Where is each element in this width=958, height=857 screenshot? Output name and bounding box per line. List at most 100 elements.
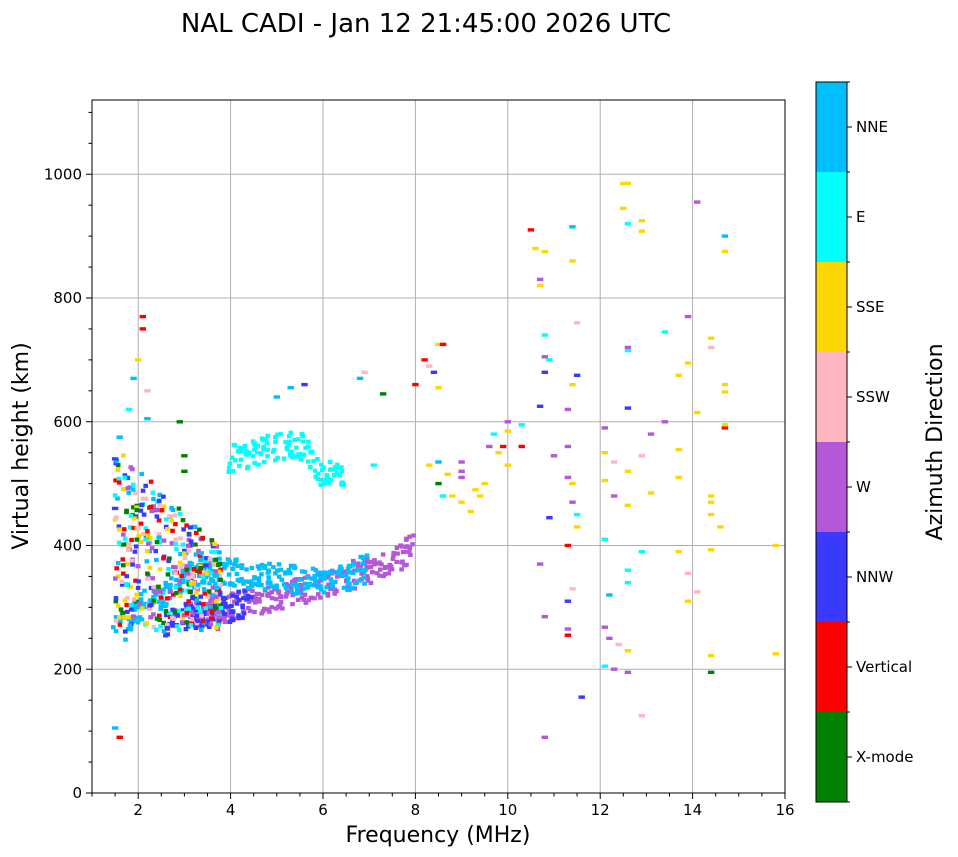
echo-point (721, 249, 729, 254)
echo-mixed (212, 541, 217, 547)
echo-w (388, 564, 394, 569)
echo-point (255, 451, 262, 455)
echo-nne (163, 580, 168, 585)
echo-w (189, 612, 195, 617)
echo-mixed (213, 562, 218, 568)
echo-mixed (134, 537, 140, 542)
echo-mixed (124, 595, 130, 600)
colorbar-segment-vertical (816, 622, 847, 712)
echo-mixed (173, 542, 179, 547)
echo-mixed (194, 585, 199, 590)
echo-nne (234, 571, 240, 577)
echo-mixed (176, 506, 182, 511)
echo-point (638, 550, 645, 554)
echo-e (318, 477, 323, 482)
x-axis-label: Frequency (MHz) (346, 823, 531, 848)
echo-point (486, 444, 493, 449)
echo-mixed (177, 512, 183, 517)
echo-e (226, 466, 232, 471)
echo-point (569, 587, 576, 591)
echo-point (721, 426, 729, 430)
echo-mixed (165, 527, 170, 532)
echo-nne (206, 570, 212, 575)
echo-point (111, 726, 119, 730)
echo-mixed (199, 627, 204, 632)
echo-mixed (143, 496, 148, 501)
echo-point (532, 246, 539, 251)
echo-e (290, 452, 295, 458)
echo-mixed (157, 540, 163, 545)
echo-point (421, 358, 428, 362)
echo-e (238, 457, 244, 462)
echo-point (476, 494, 484, 498)
y-tick-label: 200 (53, 660, 82, 678)
echo-w (351, 558, 356, 563)
echo-mixed (129, 537, 134, 543)
echo-w (290, 602, 295, 607)
echo-mixed (137, 601, 142, 606)
echo-e (283, 440, 288, 445)
echo-mixed (147, 549, 152, 554)
echo-mixed (163, 524, 169, 529)
echo-point (564, 444, 572, 449)
echo-nne (163, 585, 169, 590)
echo-point (116, 435, 123, 439)
colorbar-segment-sse (816, 262, 847, 352)
echo-e (329, 467, 335, 472)
echo-mixed (113, 461, 119, 466)
echo-mixed (149, 509, 154, 514)
echo-point (379, 392, 387, 396)
echo-nne (253, 581, 258, 586)
echo-mixed (156, 584, 161, 589)
echo-w (256, 591, 261, 597)
echo-point (624, 222, 632, 226)
echo-nne (338, 564, 343, 569)
echo-w (252, 594, 258, 599)
echo-nne (233, 558, 238, 563)
echo-w (332, 591, 337, 596)
colorbar-frame (815, 81, 848, 803)
echo-point (536, 562, 544, 566)
y-tick-label: 400 (53, 537, 82, 555)
echo-point (444, 472, 451, 476)
echo-nne (358, 567, 363, 572)
echo-point (573, 321, 581, 325)
echo-w (380, 552, 386, 557)
echo-mixed (129, 558, 135, 563)
echo-e (298, 457, 304, 462)
echo-e (275, 432, 280, 437)
echo-mixed (176, 627, 182, 633)
echo-w (381, 574, 387, 579)
echo-point (130, 376, 137, 381)
colorbar-label-w: W (856, 478, 871, 496)
echo-e (227, 461, 233, 466)
echo-mixed (177, 587, 183, 592)
echo-nne (255, 564, 261, 569)
echo-e (261, 445, 266, 450)
y-tick-label: 0 (72, 784, 82, 802)
echo-e (337, 473, 342, 478)
echo-nne (256, 576, 261, 581)
echo-nne (360, 561, 366, 566)
echo-nne (237, 579, 243, 584)
echo-w (365, 556, 370, 561)
echo-point (624, 568, 632, 572)
echo-nne (128, 619, 134, 624)
echo-point (569, 500, 576, 504)
echo-nne (347, 570, 353, 575)
echo-mixed (213, 605, 219, 610)
echo-point (111, 457, 119, 461)
echo-mixed (217, 550, 222, 555)
echo-nne (128, 627, 134, 632)
echo-mixed (134, 505, 139, 510)
echo-mixed (218, 605, 224, 611)
echo-mixed (173, 537, 178, 542)
x-axis: 2 4 6 8 10 12 14 16 (91, 793, 795, 819)
echo-nne (351, 562, 356, 567)
echo-e (252, 460, 257, 465)
echo-mixed (151, 612, 156, 617)
echo-e (255, 443, 261, 448)
echo-w (251, 598, 256, 603)
echo-mixed (198, 557, 203, 562)
echo-nne (273, 571, 278, 576)
